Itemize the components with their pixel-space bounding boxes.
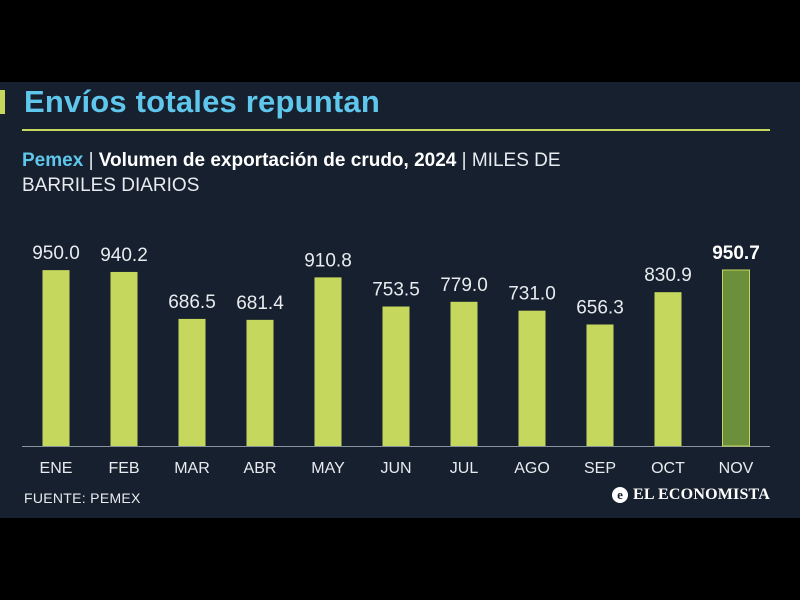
- tick-label-may: MAY: [311, 460, 345, 477]
- tick-label-oct: OCT: [651, 460, 685, 477]
- bar-may: [314, 277, 342, 446]
- brand-name: EL ECONOMISTA: [633, 486, 770, 503]
- bar-oct: [654, 292, 682, 446]
- bar-ene: [42, 270, 70, 446]
- separator-1: |: [88, 150, 94, 171]
- bar-chart: 950.0 ENE 940.2 FEB 686.5 MAR 681.4 ABR 910.8 MAY…: [22, 243, 770, 477]
- data-label-jun: 753.5: [372, 280, 420, 301]
- bar-sep: [586, 324, 614, 446]
- bar-feb: [110, 271, 138, 446]
- data-label-oct: 830.9: [644, 265, 692, 286]
- chart-panel: Envíos totales repuntan Pemex | Volumen …: [0, 82, 800, 518]
- tick-label-nov: NOV: [719, 460, 754, 477]
- chart-subtitle: Pemex | Volumen de exportación de crudo,…: [22, 148, 722, 198]
- tick-label-jul: JUL: [450, 460, 479, 477]
- bar-mar: [178, 318, 206, 446]
- title-divider: [22, 129, 770, 131]
- separator-2: |: [461, 150, 467, 171]
- data-label-abr: 681.4: [236, 293, 284, 314]
- tick-label-feb: FEB: [108, 460, 139, 477]
- unit-line-1: MILES DE: [471, 150, 561, 171]
- page-title: Envíos totales repuntan: [24, 84, 380, 119]
- title-accent-bar: [0, 90, 5, 114]
- data-label-mar: 686.5: [168, 292, 216, 313]
- tick-label-ago: AGO: [514, 460, 550, 477]
- bar-nov: [722, 269, 750, 447]
- tick-label-abr: ABR: [244, 460, 277, 477]
- data-label-may: 910.8: [304, 250, 352, 271]
- data-label-ene: 950.0: [32, 243, 80, 264]
- data-label-jul: 779.0: [440, 275, 488, 296]
- footer-source: FUENTE: PEMEX: [24, 490, 141, 506]
- source-label: Pemex: [22, 150, 84, 171]
- data-label-feb: 940.2: [100, 245, 148, 266]
- data-label-nov: 950.7: [712, 243, 760, 264]
- data-label-ago: 731.0: [508, 284, 556, 305]
- bar-ago: [518, 310, 546, 446]
- bar-jun: [382, 306, 410, 446]
- e-logo-icon: e: [612, 487, 628, 503]
- tick-label-mar: MAR: [174, 460, 210, 477]
- unit-line-2: BARRILES DIARIOS: [22, 175, 200, 196]
- bar-abr: [246, 319, 274, 446]
- tick-label-ene: ENE: [40, 460, 73, 477]
- data-label-sep: 656.3: [576, 298, 624, 319]
- chart-title: Volumen de exportación de crudo, 2024: [98, 150, 457, 171]
- tick-label-sep: SEP: [584, 460, 616, 477]
- tick-label-jun: JUN: [380, 460, 411, 477]
- brand-logo: e EL ECONOMISTA: [612, 486, 770, 504]
- bar-jul: [450, 301, 478, 446]
